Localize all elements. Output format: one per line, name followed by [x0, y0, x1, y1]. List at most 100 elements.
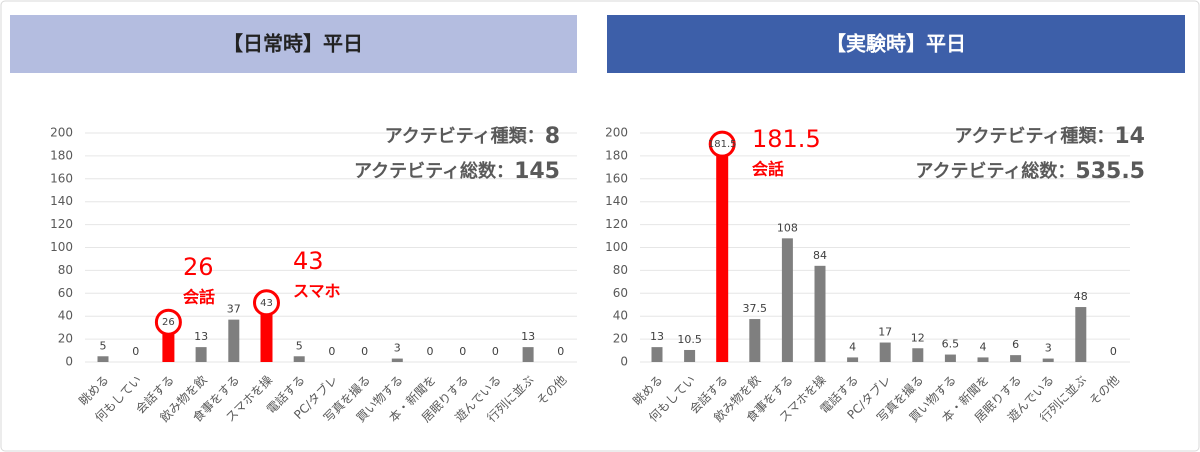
- bar: [293, 356, 305, 362]
- stat-label: アクテビティ総数：: [915, 160, 1075, 182]
- y-tick-label: 40: [58, 309, 73, 323]
- data-label: 3: [394, 342, 401, 355]
- bar: [97, 356, 109, 362]
- y-tick-label: 0: [65, 355, 73, 369]
- data-label: 4: [980, 340, 987, 353]
- label-circle: [708, 130, 736, 158]
- stat: アクテビティ種類：14: [954, 124, 1145, 149]
- data-label: 0: [328, 345, 335, 358]
- annotation-text: 会話: [752, 160, 784, 179]
- annotation-value: 43: [293, 247, 324, 275]
- annotation-text: 会話: [183, 288, 215, 307]
- label-circle: [253, 289, 280, 317]
- stat-value: 14: [1114, 124, 1145, 149]
- data-label: 0: [427, 345, 434, 358]
- stat-label: アクテビティ種類：: [954, 125, 1114, 147]
- bar: [716, 154, 729, 362]
- annotation-text: スマホ: [293, 282, 341, 301]
- bar: [522, 347, 534, 362]
- data-label: 48: [1074, 290, 1088, 303]
- panel-title: 【日常時】平日: [223, 32, 363, 56]
- bar: [749, 319, 761, 362]
- bar: [651, 347, 663, 362]
- y-tick-label: 180: [50, 148, 73, 162]
- panel-title: 【実験時】平日: [826, 32, 966, 56]
- y-tick-label: 120: [50, 217, 73, 231]
- bar: [814, 265, 826, 362]
- stat-label: アクテビティ総数：: [354, 160, 514, 182]
- data-label: 10.5: [677, 333, 702, 346]
- data-label: 12: [911, 331, 925, 344]
- y-tick-label: 100: [605, 240, 628, 254]
- y-tick-label: 40: [613, 309, 628, 323]
- y-tick-label: 80: [613, 263, 628, 277]
- data-label: 181.5: [708, 139, 737, 150]
- data-label: 0: [459, 345, 466, 358]
- y-tick-label: 160: [605, 171, 628, 185]
- data-label: 6.5: [942, 338, 960, 351]
- data-label: 43: [260, 298, 273, 309]
- bar: [847, 357, 859, 362]
- data-label: 0: [361, 345, 368, 358]
- y-tick-label: 80: [58, 263, 73, 277]
- bar: [162, 332, 175, 362]
- data-label: 0: [1110, 345, 1117, 358]
- stat: アクテビティ総数：535.5: [915, 159, 1145, 184]
- y-tick-label: 100: [50, 240, 73, 254]
- stat-value: 8: [545, 124, 560, 149]
- stat-label: アクテビティ種類：: [385, 125, 545, 147]
- bar: [684, 349, 696, 362]
- annotation-value: 26: [183, 253, 214, 281]
- y-tick-label: 0: [620, 355, 628, 369]
- bar: [195, 347, 207, 362]
- data-label: 37.5: [743, 302, 768, 315]
- y-tick-label: 60: [613, 286, 628, 300]
- bar: [1010, 355, 1022, 362]
- y-tick-label: 200: [605, 126, 628, 140]
- bar: [228, 319, 240, 362]
- data-label: 13: [521, 330, 535, 343]
- bar: [391, 358, 403, 362]
- stat-value: 535.5: [1075, 159, 1145, 184]
- data-label: 5: [296, 339, 303, 352]
- data-label: 5: [100, 339, 107, 352]
- bar: [1042, 358, 1054, 362]
- data-label: 4: [849, 340, 856, 353]
- y-tick-label: 180: [605, 148, 628, 162]
- y-tick-label: 20: [58, 332, 73, 346]
- bar: [781, 238, 793, 362]
- bar: [944, 354, 956, 362]
- data-label: 0: [132, 345, 139, 358]
- y-tick-label: 60: [58, 286, 73, 300]
- y-tick-label: 200: [50, 126, 73, 140]
- right-header: [607, 15, 1185, 73]
- data-label: 13: [194, 330, 208, 343]
- stat: アクテビティ種類：8: [385, 124, 560, 149]
- data-label: 108: [777, 221, 798, 234]
- data-label: 17: [878, 326, 892, 339]
- y-tick-label: 120: [605, 217, 628, 231]
- y-tick-label: 160: [50, 171, 73, 185]
- stat-value: 145: [514, 159, 560, 184]
- left-header: [10, 15, 577, 73]
- data-label: 84: [813, 249, 827, 262]
- y-tick-label: 140: [50, 194, 73, 208]
- bar: [879, 342, 891, 362]
- bar: [1075, 307, 1087, 362]
- data-label: 6: [1012, 338, 1019, 351]
- data-label: 37: [227, 303, 241, 316]
- bar: [912, 348, 924, 362]
- bar: [977, 357, 989, 362]
- y-tick-label: 20: [613, 332, 628, 346]
- annotation-value: 181.5: [752, 125, 821, 153]
- y-tick-label: 140: [605, 194, 628, 208]
- data-label: 0: [492, 345, 499, 358]
- data-label: 26: [162, 317, 175, 328]
- label-circle: [154, 308, 182, 336]
- stat: アクテビティ総数：145: [354, 159, 560, 184]
- bar: [260, 312, 273, 362]
- data-label: 3: [1045, 342, 1052, 355]
- data-label: 0: [557, 345, 564, 358]
